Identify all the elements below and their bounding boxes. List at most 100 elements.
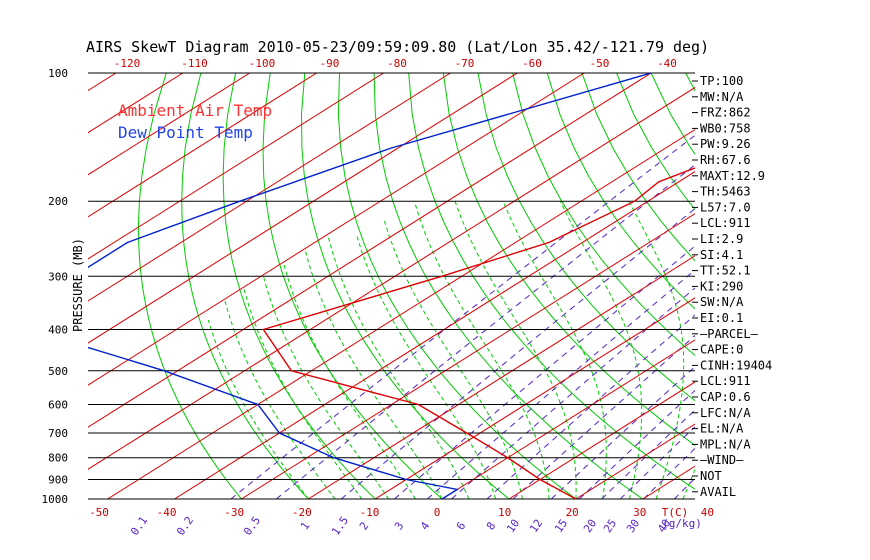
mixing-ratio-label: 12 [527, 517, 545, 535]
mixing-ratio-line [394, 245, 695, 499]
index-label: KI:290 [700, 279, 743, 293]
isotherm-line [844, 73, 870, 499]
mixing-ratio-line [230, 134, 695, 499]
pressure-tick-label: 700 [48, 427, 68, 440]
bottom-tick-label: -40 [157, 506, 177, 519]
mixing-ratio-label: 8 [484, 520, 498, 533]
moist-adiabat [327, 234, 470, 499]
mixing-ratio-label: 30 [624, 517, 642, 535]
bottom-temperature-tick-labels: -50 -40 -30 -20 -10 0 10 20 30 40 T(C) [89, 506, 714, 519]
pressure-tick-label: 400 [48, 323, 68, 336]
pressure-tick-label: 600 [48, 398, 68, 411]
moist-adiabat [454, 201, 577, 499]
bottom-tick-label: -10 [359, 506, 379, 519]
pressure-tick-label: 300 [48, 270, 68, 283]
index-label: CAPE:0 [700, 343, 743, 357]
mixing-ratio-line [752, 73, 870, 499]
index-label: EL:N/A [700, 422, 744, 436]
dry-adiabat [300, 73, 510, 499]
mixing-ratio-label: 40 [655, 517, 673, 535]
legend-entry: Ambient Air Temp [118, 101, 272, 120]
legend-entry: Dew Point Temp [118, 123, 253, 142]
isotherm-line [88, 73, 384, 260]
mixing-ratio-line [427, 269, 695, 499]
top-tick-label: -120 [114, 57, 141, 70]
pressure-tick-label: 100 [48, 67, 68, 80]
mixing-ratio-unit-label: (g/kg) [662, 517, 702, 530]
index-label: CAP:0.6 [700, 390, 751, 404]
pressure-tick-labels: 100 200 300 400 500 600 700 800 900 1000 [42, 67, 69, 506]
index-label: MW:N/A [700, 90, 744, 104]
isotherm-line [88, 73, 317, 218]
mixing-ratio-line [340, 208, 695, 499]
index-label: TH:5463 [700, 185, 751, 199]
isotherm-line [308, 255, 695, 499]
dry-adiabat [859, 73, 870, 499]
dry-adiabat [824, 73, 870, 499]
mixing-ratio-line [512, 334, 695, 499]
series-line [88, 73, 652, 499]
index-label: CINH:19404 [700, 358, 772, 372]
isotherm-line [777, 73, 870, 499]
isotherm-line [88, 73, 585, 386]
mixing-ratio-label: 3 [392, 520, 406, 533]
index-label: –WIND– [700, 453, 744, 467]
moist-adiabat [207, 319, 309, 499]
isotherm-line [508, 381, 695, 499]
mixing-ratio-label: 1.5 [329, 514, 351, 538]
top-tick-label: -100 [249, 57, 276, 70]
isotherm-line [374, 297, 695, 499]
legend: Ambient Air Temp Dew Point Temp [118, 101, 272, 142]
profile-series [88, 73, 695, 499]
bottom-tick-label: 40 [701, 506, 714, 519]
bottom-tick-label: -30 [224, 506, 244, 519]
dry-adiabat [181, 73, 309, 499]
index-label: MAXT:12.9 [700, 169, 765, 183]
moist-adiabat [262, 276, 390, 499]
mixing-ratio-line [486, 314, 695, 499]
index-label: TT:52.1 [700, 264, 751, 278]
y-axis-label: PRESSURE (MB) [71, 238, 85, 332]
bottom-tick-label: 30 [633, 506, 646, 519]
index-label: L57:7.0 [700, 200, 751, 214]
pressure-tick-label: 1000 [42, 493, 69, 506]
isotherm-line [575, 423, 695, 499]
top-tick-label: -90 [320, 57, 340, 70]
bottom-tick-label: -50 [89, 506, 109, 519]
top-tick-label: -70 [455, 57, 475, 70]
temperature-unit-label: T(C) [662, 506, 689, 519]
index-label: LFC:N/A [700, 406, 751, 420]
mixing-ratio-label: 0.2 [174, 514, 196, 538]
index-label: LCL:911 [700, 374, 751, 388]
moist-adiabat [737, 201, 870, 499]
dry-adiabat [512, 73, 695, 357]
mixing-ratio-label: 25 [601, 517, 619, 535]
bottom-tick-label: 10 [498, 506, 511, 519]
grid-lines [88, 73, 870, 499]
index-label: SI:4.1 [700, 248, 743, 262]
top-temperature-tick-labels: -120 -110 -100 -90 -80 -70 -60 -50 -40 [114, 57, 677, 70]
mixing-ratio-label: 2 [357, 520, 371, 533]
index-label: SW:N/A [700, 295, 744, 309]
isotherm-line [107, 128, 695, 499]
top-tick-label: -80 [387, 57, 407, 70]
index-label: LCL:911 [700, 216, 751, 230]
dry-adiabat [373, 73, 644, 499]
mixing-ratio-label: 1 [298, 520, 312, 533]
mixing-ratio-label: 6 [454, 520, 468, 533]
top-tick-label: -60 [522, 57, 542, 70]
moist-adiabat [304, 249, 443, 499]
dry-adiabat [546, 73, 695, 310]
top-tick-label: -50 [590, 57, 610, 70]
moist-adiabat [283, 263, 416, 499]
index-label: WB0:758 [700, 121, 751, 135]
moist-adiabat [224, 299, 336, 499]
index-label: TP:100 [700, 74, 743, 88]
mixing-ratio-line [451, 287, 695, 499]
dry-adiabat [137, 73, 242, 499]
mixing-ratio-line [275, 164, 695, 499]
mixing-ratio-label: 15 [552, 517, 570, 535]
isotherm-line [88, 86, 695, 470]
dry-adiabat [581, 73, 695, 262]
